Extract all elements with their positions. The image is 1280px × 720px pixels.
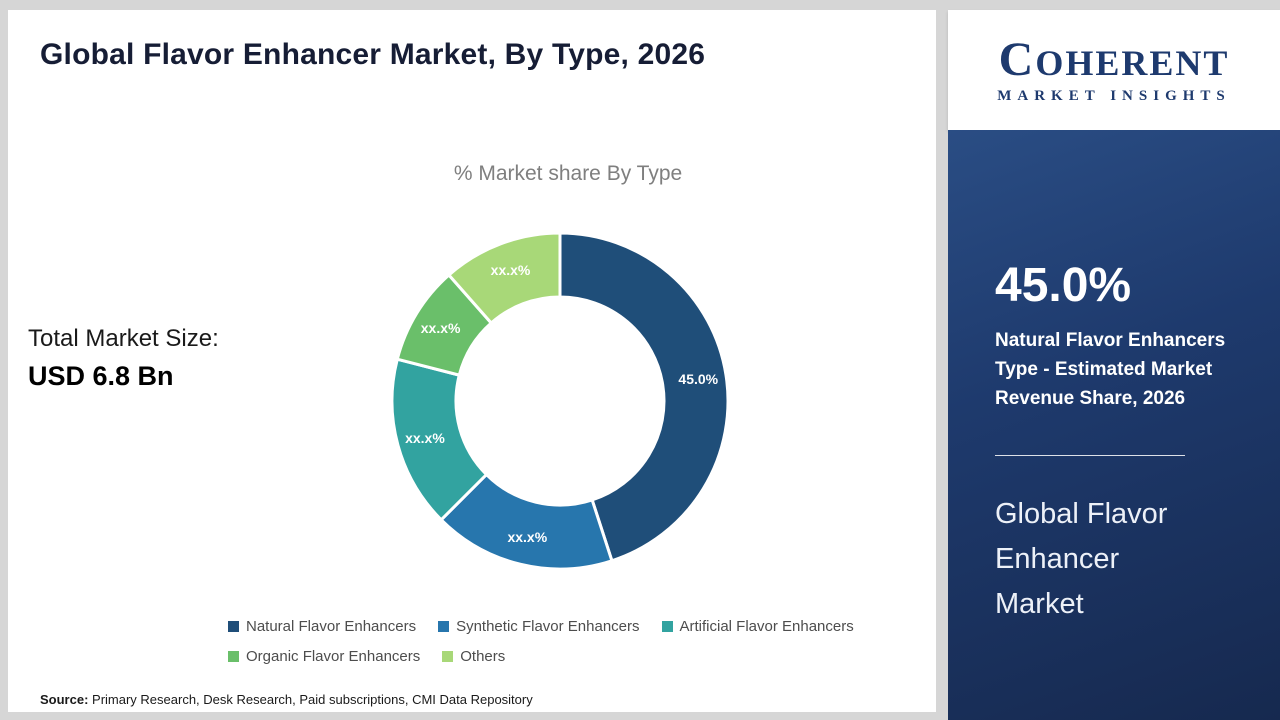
donut-chart-container: 45.0% xx.x% xx.x% xx.x% xx.x% xyxy=(360,201,760,601)
donut-chart: 45.0% xx.x% xx.x% xx.x% xx.x% xyxy=(390,231,730,571)
slice-label-3: xx.x% xyxy=(421,320,461,336)
logo-wordmark: COHERENT xyxy=(998,32,1230,86)
highlight-stat-caption: Natural Flavor Enhancers Type - Estimate… xyxy=(995,330,1226,409)
total-market-size-value: USD 6.8 Bn xyxy=(28,361,174,391)
slice-label-0: 45.0% xyxy=(678,371,718,387)
legend-item-synthetic: Synthetic Flavor Enhancers xyxy=(438,618,640,635)
slice-label-1: xx.x% xyxy=(507,529,547,545)
legend-label: Natural Flavor Enhancers xyxy=(246,618,417,635)
legend-swatch-others xyxy=(442,651,454,662)
legend-swatch-artificial xyxy=(661,621,673,632)
legend-label: Others xyxy=(460,648,506,665)
total-market-size-block: Total Market Size: USD 6.8 Bn xyxy=(28,325,219,392)
highlight-side-panel: 45.0% Natural Flavor Enhancers Type - Es… xyxy=(948,130,1280,720)
panel-divider xyxy=(995,455,1185,456)
chart-legend: Natural Flavor Enhancers Synthetic Flavo… xyxy=(228,618,928,678)
donut-segment-4 xyxy=(446,231,562,326)
panel-report-title: Global Flavor Enhancer Market xyxy=(995,498,1168,620)
legend-row-2: Organic Flavor Enhancers Others xyxy=(228,648,928,665)
legend-row-1: Natural Flavor Enhancers Synthetic Flavo… xyxy=(228,618,928,635)
total-market-size-label: Total Market Size: xyxy=(28,325,219,352)
legend-label: Artificial Flavor Enhancers xyxy=(679,618,854,635)
legend-swatch-organic xyxy=(228,651,239,662)
legend-item-organic: Organic Flavor Enhancers xyxy=(228,648,420,665)
slice-label-4: xx.x% xyxy=(491,262,531,278)
source-text: Primary Research, Desk Research, Paid su… xyxy=(88,692,533,707)
legend-label: Synthetic Flavor Enhancers xyxy=(456,618,640,635)
legend-swatch-natural xyxy=(228,621,239,632)
chart-main-area: Global Flavor Enhancer Market, By Type, … xyxy=(8,10,936,712)
legend-item-natural: Natural Flavor Enhancers xyxy=(228,618,416,635)
chart-subtitle: % Market share By Type xyxy=(453,162,683,185)
legend-swatch-synthetic xyxy=(438,621,450,632)
slice-label-2: xx.x% xyxy=(405,430,445,446)
logo-tagline: MARKET INSIGHTS xyxy=(997,87,1231,104)
page-title: Global Flavor Enhancer Market, By Type, … xyxy=(40,38,706,71)
legend-item-artificial: Artificial Flavor Enhancers xyxy=(661,618,854,635)
source-label: Source: xyxy=(40,692,89,707)
source-attribution: Source: Primary Research, Desk Research,… xyxy=(40,692,533,707)
legend-item-others: Others xyxy=(442,648,505,665)
donut-segment-0 xyxy=(558,231,730,563)
highlight-stat-value: 45.0% xyxy=(995,259,1132,312)
legend-label: Organic Flavor Enhancers xyxy=(246,648,421,665)
company-logo: COHERENT MARKET INSIGHTS xyxy=(948,10,1280,130)
